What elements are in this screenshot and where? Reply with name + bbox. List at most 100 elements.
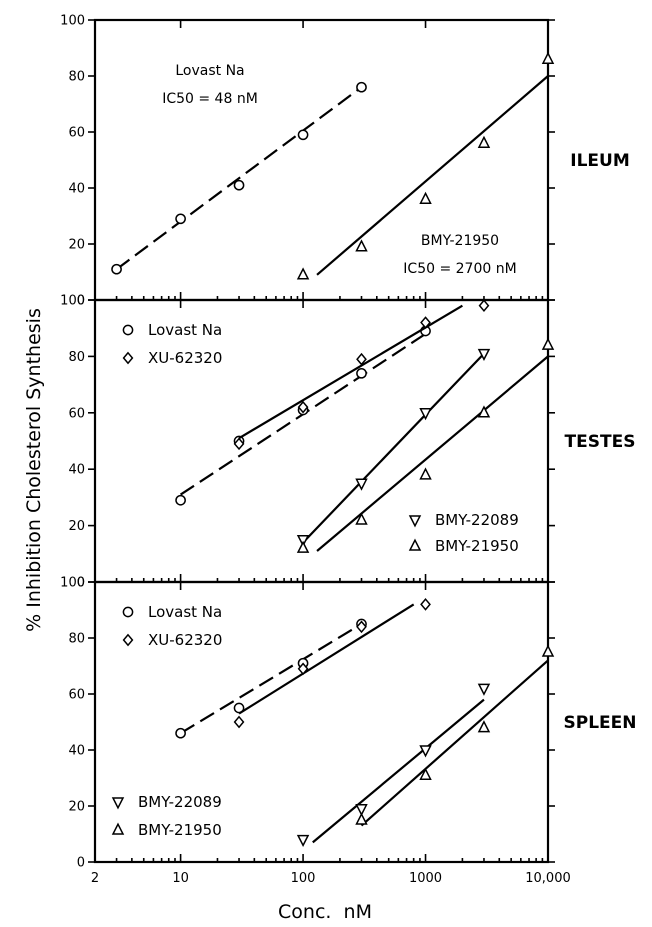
legend-label: BMY-21950 (435, 537, 519, 555)
data-point (419, 467, 432, 480)
data-point (419, 191, 432, 204)
data-point (296, 534, 310, 548)
data-point (541, 51, 555, 64)
y-tick-label: 80 (68, 632, 85, 647)
legend-label: XU-62320 (148, 631, 222, 649)
legend-marker (122, 633, 134, 647)
y-tick-label: 60 (68, 406, 85, 421)
data-point (296, 267, 310, 280)
y-tick-label: 0 (77, 856, 85, 871)
panel-frame (93, 18, 550, 302)
y-tick-label: 40 (68, 182, 85, 197)
data-point (175, 494, 186, 506)
y-tick-label: 20 (68, 238, 85, 253)
panel-spleen: 0 20 40 60 80 100 SPLEEN Lovast Na XU-62320 BMY-2… (60, 576, 636, 871)
data-point (477, 348, 491, 362)
data-point (356, 620, 367, 634)
y-tick-label: 0 (77, 294, 85, 309)
legend-marker (122, 324, 134, 336)
y-tick-label: 100 (60, 576, 85, 591)
data-point (297, 129, 309, 141)
data-point (233, 179, 245, 191)
fit-line (115, 86, 363, 271)
y-tick-label: 40 (68, 744, 85, 759)
y-tick-label: 60 (68, 688, 85, 703)
data-point (478, 299, 490, 313)
y-tick-label: 80 (68, 350, 85, 365)
annotation-text: IC50 = 48 nM (162, 91, 258, 107)
legend-marker (111, 797, 125, 810)
legend-label: BMY-21950 (138, 821, 222, 839)
y-tick-label: 100 (60, 14, 85, 29)
fit-line (238, 603, 415, 715)
fit-line (302, 352, 485, 544)
y-tick-label: 100 (60, 294, 85, 309)
data-point (420, 316, 431, 329)
panel-ileum: 0 20 40 60 80 100 ILEUM Lovast Na IC50 = 48 nM BM… (60, 14, 630, 309)
y-tick-label: 0 (77, 576, 85, 591)
data-point (296, 834, 310, 848)
data-point (175, 727, 186, 739)
data-point (355, 239, 368, 252)
data-point (111, 263, 122, 275)
data-point (233, 715, 245, 729)
legend-marker (122, 351, 134, 365)
data-point (296, 540, 310, 553)
data-point (355, 804, 368, 817)
legend-label: XU-62320 (148, 349, 222, 367)
data-point (355, 512, 368, 525)
data-point (477, 405, 491, 418)
legend-marker (408, 538, 422, 551)
x-tick-label: 2 (91, 871, 99, 886)
data-point (419, 767, 432, 780)
fit-line (360, 659, 549, 827)
data-point (175, 213, 186, 225)
data-point (541, 644, 555, 657)
fit-line (180, 623, 363, 735)
data-point (355, 478, 368, 491)
y-tick-label: 80 (68, 70, 85, 85)
data-point (356, 352, 367, 366)
data-point (477, 135, 491, 148)
data-point (355, 812, 368, 825)
y-tick-label: 40 (68, 463, 85, 478)
x-tick-label: 100 (291, 871, 316, 886)
data-point (419, 745, 432, 758)
panel-label-testes: TESTES (565, 432, 636, 452)
legend-label: BMY-22089 (435, 511, 519, 529)
y-tick-label: 20 (68, 519, 85, 534)
data-point (541, 337, 555, 350)
y-axis-title: % Inhibition Cholesterol Synthesis (23, 308, 45, 632)
fit-line (316, 355, 549, 552)
legend-label: BMY-22089 (138, 793, 222, 811)
annotation-text: IC50 = 2700 nM (403, 261, 516, 277)
data-point (477, 720, 491, 733)
legend-label: Lovast Na (148, 603, 222, 621)
x-axis-title: Conc. nM (278, 901, 372, 923)
panel-label-spleen: SPLEEN (564, 713, 637, 733)
legend-marker (111, 822, 125, 835)
data-point (297, 400, 309, 414)
annotation-text: Lovast Na (175, 63, 244, 79)
data-point (420, 598, 431, 611)
legend-marker (408, 515, 422, 528)
fit-line (316, 75, 549, 276)
fit-line (238, 304, 463, 440)
legend-marker (122, 606, 134, 618)
x-tick-label: 1000 (409, 871, 442, 886)
data-point (233, 437, 245, 451)
x-tick-label: 10,000 (525, 871, 571, 886)
y-tick-label: 20 (68, 800, 85, 815)
annotation-text: BMY-21950 (421, 233, 499, 249)
data-point (356, 367, 367, 379)
panel-label-ileum: ILEUM (570, 151, 630, 171)
data-point (419, 408, 432, 421)
x-tick-label: 10 (172, 871, 189, 886)
panel-testes: 0 20 40 60 80 100 TESTES Lovast Na XU-62320 BMY-2… (60, 294, 635, 591)
y-tick-label: 60 (68, 126, 85, 141)
fit-line (312, 698, 485, 844)
legend-label: Lovast Na (148, 321, 222, 339)
data-point (297, 662, 309, 676)
